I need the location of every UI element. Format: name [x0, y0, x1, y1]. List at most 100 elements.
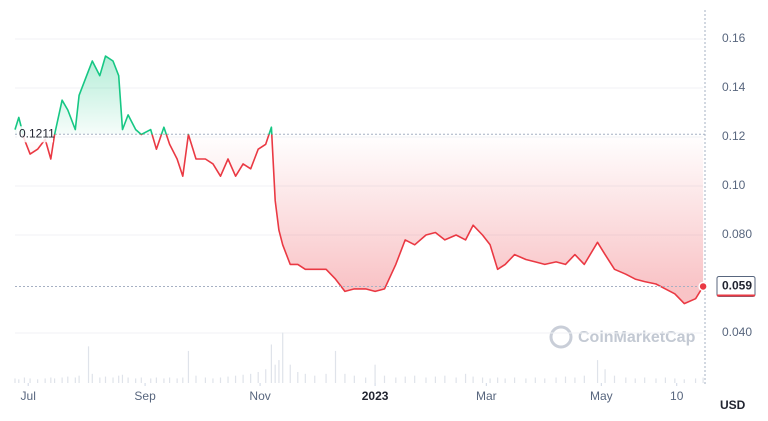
volume-bar [613, 375, 616, 383]
volume-bar [694, 378, 697, 383]
volume-bar [472, 376, 474, 383]
y-tick-label: 0.12 [722, 129, 746, 143]
volume-bar [425, 377, 427, 383]
watermark: CoinMarketCap [549, 325, 696, 349]
price-line [14, 55, 704, 305]
volume-bar [91, 373, 93, 383]
volume-bar [304, 373, 306, 383]
y-unit: USD [720, 398, 746, 412]
volume-bar [464, 373, 467, 383]
volume-bar [121, 374, 124, 383]
volume-bar [604, 369, 606, 383]
x-tick-label: 10 [670, 389, 684, 403]
volume-bar [23, 377, 26, 383]
volume-bar [374, 364, 376, 383]
volume-bar [534, 377, 536, 383]
volume-bar [365, 377, 367, 383]
last-point [698, 281, 708, 292]
price-area [15, 56, 704, 304]
volume-bar [78, 375, 80, 383]
volume-bar [497, 377, 499, 383]
current-price-label: 0.059 [722, 279, 752, 293]
x-tick-label: Jul [21, 389, 36, 403]
baseline-label: 0.1211 [19, 126, 55, 140]
volume-bar [344, 373, 346, 383]
volume-bar [683, 379, 685, 383]
volume-bar [702, 377, 704, 383]
volume-bar [314, 375, 316, 383]
volume-bar [18, 379, 20, 383]
volume-bar [274, 364, 276, 383]
volume-bar [150, 378, 152, 383]
volume-bar [29, 378, 31, 383]
volume-bar [257, 372, 259, 383]
volume-bar [644, 377, 646, 383]
volume-bar [395, 377, 397, 383]
volume-bar [67, 376, 69, 383]
volume-bar [44, 378, 46, 383]
volume-bar [325, 373, 327, 383]
volume-bar [434, 376, 437, 383]
volume-bar [187, 350, 190, 383]
volume-bar [270, 344, 272, 383]
volume-bar [481, 377, 484, 383]
volume-bar [99, 377, 101, 383]
volume-bar [195, 375, 197, 383]
y-tick-label: 0.040 [722, 325, 752, 339]
volume-bar [444, 375, 446, 383]
x-tick-label: Sep [134, 389, 156, 403]
volume-bar [250, 373, 252, 383]
volume-bar [525, 378, 527, 383]
volume-bar [176, 378, 178, 383]
volume-bar [265, 369, 267, 383]
volume-bar [242, 374, 244, 383]
volume-bar [127, 377, 129, 383]
volume-bar [414, 375, 416, 383]
volume-bar [625, 377, 627, 383]
volume-bar [583, 375, 585, 383]
volume-bar [50, 377, 52, 383]
volume-bar [112, 377, 114, 383]
volume-bar [168, 377, 171, 383]
volume-bar [489, 378, 491, 383]
x-tick-label: 2023 [362, 389, 389, 403]
volume-bar [664, 377, 667, 383]
volume-bar [383, 375, 386, 383]
y-tick-label: 0.10 [722, 178, 746, 192]
volume-bar [674, 378, 676, 383]
volume-bar [289, 364, 291, 383]
y-tick-label: 0.14 [722, 80, 746, 94]
volume-bar [163, 378, 165, 383]
volume-bar [204, 377, 207, 383]
volume-bar [227, 376, 229, 383]
volume-bar [14, 378, 16, 383]
volume-bar [513, 377, 516, 383]
volume-bar [87, 346, 90, 383]
volume-bar [455, 377, 457, 383]
volume-bar [278, 360, 280, 383]
volume-bar [574, 377, 576, 383]
volume-bar [53, 378, 56, 383]
volume-bar [555, 377, 557, 383]
volume-bar [104, 376, 107, 383]
x-tick-label: Mar [476, 389, 497, 403]
volume-bar [282, 332, 284, 383]
volume-bar [504, 378, 506, 383]
volume-bar [297, 372, 299, 383]
x-tick-label: Nov [249, 389, 270, 403]
volume-bar [634, 378, 636, 383]
volume-bar [37, 379, 39, 383]
volume-bar [135, 378, 137, 383]
volume-bar [118, 375, 120, 383]
volume-bar [182, 377, 184, 383]
x-tick-label: May [590, 389, 613, 403]
volume-bar [74, 377, 76, 383]
volume-bar [334, 350, 337, 383]
volume-bar [219, 377, 222, 383]
y-tick-label: 0.080 [722, 227, 752, 241]
volume-bar [140, 377, 142, 383]
y-tick-label: 0.16 [722, 31, 746, 45]
volume-bar [564, 376, 567, 383]
volume-bar [234, 375, 237, 383]
